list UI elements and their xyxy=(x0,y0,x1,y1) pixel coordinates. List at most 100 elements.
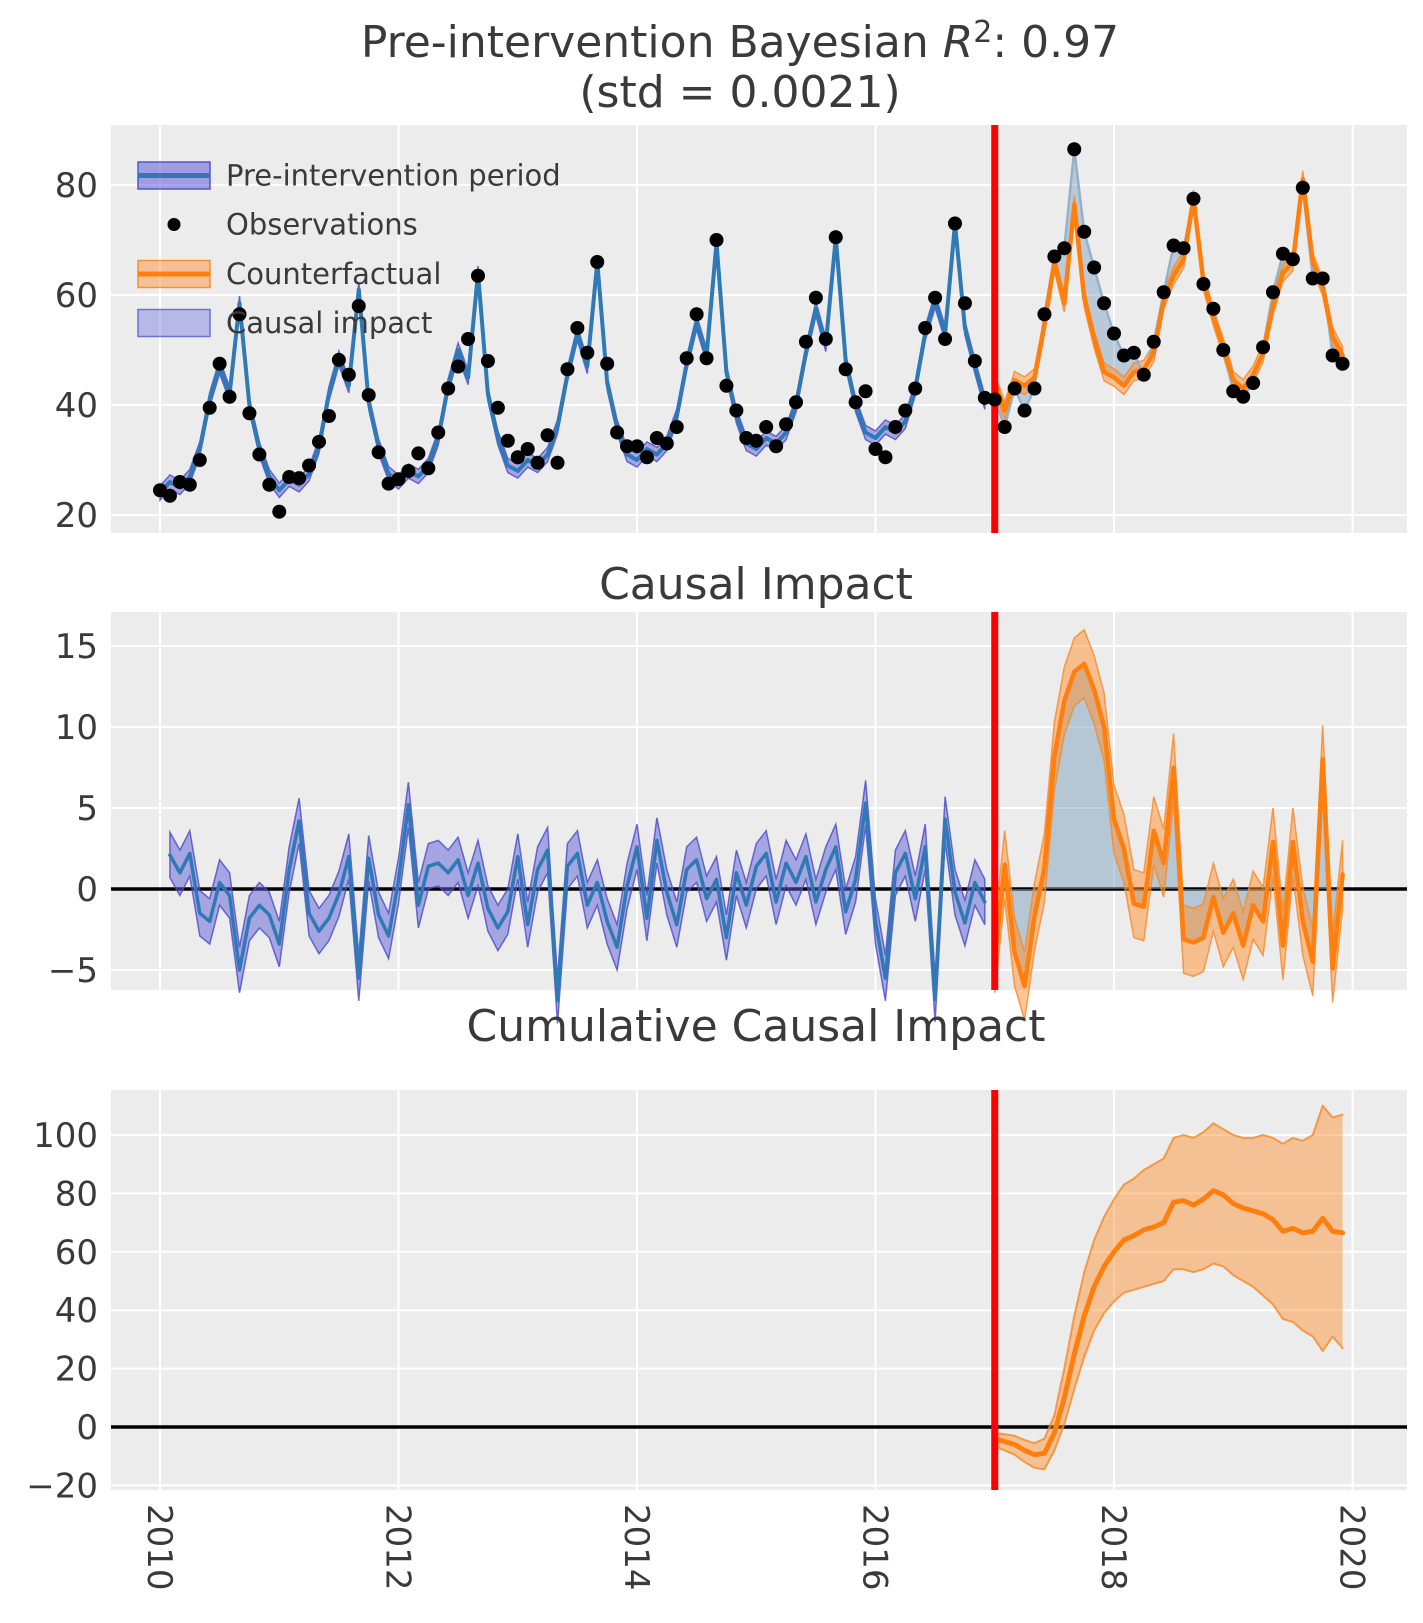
xtick-label-2014: 2014 xyxy=(616,1504,656,1591)
observation-dot xyxy=(232,307,247,322)
observation-dot xyxy=(580,345,595,360)
pointwise-panel-ytick-label: −5 xyxy=(48,951,98,991)
pointwise-panel-ytick-label: 0 xyxy=(76,870,98,910)
legend-label-counterfactual: Counterfactual xyxy=(226,257,441,291)
observation-dot xyxy=(789,395,803,410)
observation-dot xyxy=(202,400,217,415)
xtick-label-2020: 2020 xyxy=(1332,1504,1372,1591)
observation-dot xyxy=(1196,277,1211,291)
observation-dot xyxy=(1256,340,1271,355)
observation-dot xyxy=(1136,367,1151,382)
observation-dot xyxy=(212,356,227,371)
observation-dot xyxy=(769,439,784,454)
pointwise-panel-plot-area xyxy=(111,612,1407,1024)
observation-dot xyxy=(759,420,774,434)
cumulative-panel-plot-area xyxy=(111,1090,1407,1490)
observation-dot xyxy=(1246,376,1261,390)
observation-dot xyxy=(818,332,833,346)
observation-dot xyxy=(848,395,863,410)
observation-dot xyxy=(659,436,674,451)
observation-dot xyxy=(1087,260,1102,275)
observation-dot xyxy=(312,434,326,449)
legend-item-observations: Observations xyxy=(167,208,418,242)
xtick-label-2012: 2012 xyxy=(378,1504,418,1591)
pointwise-panel-ytick-label: 15 xyxy=(55,627,98,667)
cumulative-line xyxy=(992,1188,1346,1458)
observation-dot xyxy=(421,461,436,476)
observation-dot xyxy=(679,351,694,366)
causal-impact-band-swatch xyxy=(137,308,211,338)
observation-dot xyxy=(938,332,953,346)
legend-item-pre-intervention-period: Pre-intervention period xyxy=(137,159,561,193)
pointwise-panel-title: Causal Impact xyxy=(599,559,913,610)
observation-dot xyxy=(1315,271,1330,286)
observation-dot xyxy=(1156,285,1171,300)
xtick-label-2016: 2016 xyxy=(855,1504,895,1591)
observation-dot xyxy=(461,332,476,346)
observation-dot xyxy=(798,334,813,349)
observation-dot xyxy=(928,290,943,305)
observation-dot xyxy=(550,455,565,470)
cumulative-panel-ytick-label: 80 xyxy=(55,1174,98,1214)
observation-dot xyxy=(361,388,376,403)
cumulative-band xyxy=(994,1105,1343,1470)
xtick-label-2010: 2010 xyxy=(139,1504,179,1591)
observation-dot xyxy=(1266,285,1280,300)
cumulative-band-lower-edge xyxy=(993,1262,1344,1471)
observation-dot xyxy=(1017,403,1032,418)
cumulative-panel-ytick-label: 20 xyxy=(55,1350,98,1390)
pointwise-pre-band xyxy=(169,780,986,1024)
observation-dot xyxy=(630,439,644,454)
observation-dot xyxy=(1335,356,1350,371)
observation-dot xyxy=(828,230,843,245)
observation-dot xyxy=(858,384,873,399)
cumulative-panel-ytick-label: 60 xyxy=(55,1233,98,1273)
observation-dot xyxy=(441,381,456,396)
observation-dot xyxy=(1186,191,1201,206)
xtick-labels: 2010 2012 2014 2016 2018 2020 xyxy=(139,1504,1372,1591)
observation-dot xyxy=(669,420,684,434)
observation-dot xyxy=(560,362,575,377)
main-title-line1: Pre-intervention Bayesian R2: 0.97 xyxy=(361,15,1119,68)
observation-dot xyxy=(997,420,1012,434)
observation-dot xyxy=(908,381,923,396)
observation-dot xyxy=(242,406,257,421)
observation-dot xyxy=(570,321,585,335)
fit-panel-plot-area xyxy=(111,125,1407,533)
fit-panel-ytick-label: 40 xyxy=(55,386,98,426)
observation-dot xyxy=(192,453,207,467)
fit-panel-ytick-label: 60 xyxy=(55,276,98,316)
observation-dot xyxy=(888,420,903,434)
observation-dot xyxy=(262,477,277,492)
pointwise-panel-ytick-labels: −5 0 5 10 15 xyxy=(48,627,98,991)
xtick-label-2018: 2018 xyxy=(1093,1504,1133,1591)
observation-dot xyxy=(411,446,426,461)
observation-dot xyxy=(610,425,625,440)
observation-dots xyxy=(153,142,1350,519)
observation-dot xyxy=(709,233,724,247)
observation-dot xyxy=(838,362,853,377)
observation-dot xyxy=(302,458,317,473)
observation-dot xyxy=(1007,381,1022,396)
observation-dot xyxy=(1077,224,1092,239)
cumulative-panel-title: Cumulative Causal Impact xyxy=(467,1001,1046,1052)
observation-dot xyxy=(1146,334,1161,349)
observation-dot xyxy=(1325,348,1340,363)
observation-dot xyxy=(957,296,972,311)
cumulative-band-upper-edge xyxy=(993,1104,1344,1445)
observation-dot xyxy=(292,471,307,486)
observation-dot xyxy=(967,354,982,368)
observation-dot xyxy=(1047,249,1062,264)
observation-dot xyxy=(639,450,654,465)
observation-dot xyxy=(431,425,446,440)
observation-dot xyxy=(1216,343,1231,357)
observation-dot xyxy=(689,307,704,322)
observation-dot xyxy=(540,428,555,443)
observation-dot xyxy=(510,450,525,465)
observation-dot xyxy=(779,417,794,432)
observation-dot xyxy=(272,504,287,519)
observation-dot xyxy=(868,442,883,456)
observation-dot xyxy=(898,403,913,418)
observation-dot xyxy=(530,455,545,470)
